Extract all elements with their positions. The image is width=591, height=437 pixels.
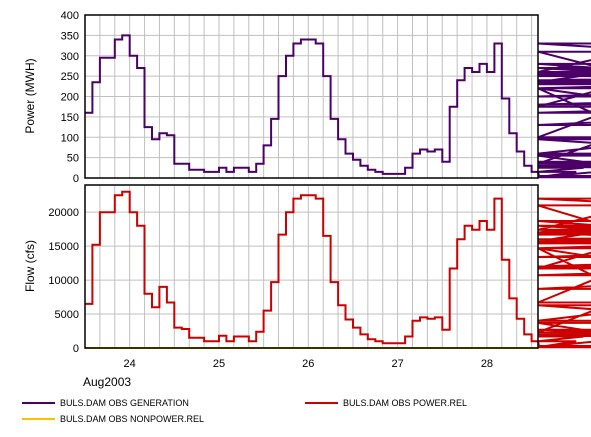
x-tick-label: 28	[481, 358, 493, 370]
y-tick-label: 0	[73, 343, 79, 355]
flow-panel: 0 5000 10000 15000 20000 24 25 26 27 28 Flow (cf…	[23, 184, 591, 389]
y-tick-label: 5000	[55, 309, 79, 321]
power-panel: 0 50 100 150 200 250 300 350 400 Power (MWH)	[23, 10, 591, 185]
y-tick-label: 20000	[48, 207, 79, 219]
flow-y-ticks: 0 5000 10000 15000 20000	[48, 207, 79, 355]
series-line-buls-dam-obs-generation	[85, 34, 591, 179]
y-tick-label: 350	[61, 30, 79, 42]
power-series	[85, 34, 591, 179]
flow-x-ticks: 24 25 26 27 28	[124, 358, 494, 370]
series-line-buls-dam-obs-power-rel	[85, 190, 591, 349]
flow-panel-border	[84, 184, 539, 349]
y-tick-label: 400	[61, 10, 79, 22]
x-tick-label: 26	[302, 358, 314, 370]
y-tick-label: 200	[61, 92, 79, 104]
y-tick-label: 250	[61, 71, 79, 83]
y-tick-label: 50	[67, 153, 79, 165]
flow-y-axis-label: Flow (cfs)	[23, 240, 37, 292]
power-panel-border	[84, 14, 539, 179]
flow-panel-frame	[85, 185, 538, 348]
y-tick-label: 10000	[48, 275, 79, 287]
x-tick-label: 25	[213, 358, 225, 370]
y-tick-label: 300	[61, 51, 79, 63]
legend-label-generation: BULS.DAM OBS GENERATION	[60, 398, 189, 408]
y-tick-label: 100	[61, 132, 79, 144]
x-tick-label: 27	[391, 358, 403, 370]
legend-label-nonpower-rel: BULS.DAM OBS NONPOWER.REL	[60, 414, 204, 424]
y-tick-label: 150	[61, 112, 79, 124]
legend-label-power-rel: BULS.DAM OBS POWER.REL	[343, 398, 467, 408]
legend: BULS.DAM OBS GENERATION BULS.DAM OBS POW…	[22, 398, 467, 424]
y-tick-label: 0	[73, 173, 79, 185]
flow-x-axis-label: Aug2003	[83, 375, 131, 389]
x-tick-label: 24	[124, 358, 136, 370]
power-y-axis-label: Power (MWH)	[23, 58, 37, 133]
flow-grid	[85, 185, 538, 348]
power-y-ticks: 0 50 100 150 200 250 300 350 400	[61, 10, 79, 185]
y-tick-label: 15000	[48, 241, 79, 253]
